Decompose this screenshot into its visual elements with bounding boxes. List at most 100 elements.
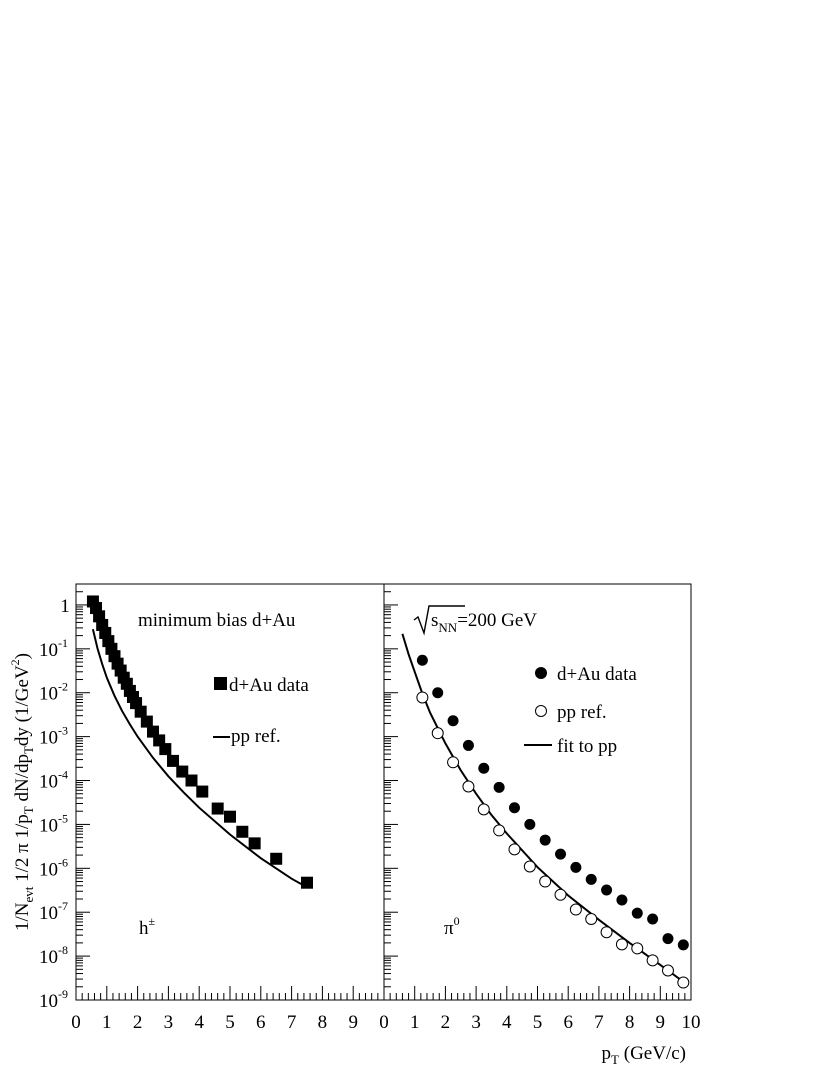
y-axis-title: 1/Nevt 1/2 π 1/pT dN/dpTdy (1/GeV2) xyxy=(8,653,36,931)
x-tick-label: 3 xyxy=(471,1012,481,1033)
data-point-open-circle xyxy=(493,824,506,837)
right-panel: 0 1 2 3 4 5 6 7 8 9 10 sNN=200 GeV d+Au data pp re… xyxy=(379,583,701,1033)
data-point-square xyxy=(117,671,130,684)
left-annotation: minimum bias d+Au xyxy=(138,610,296,631)
right-x-tick-labels: 0 1 2 3 4 5 6 7 8 9 10 xyxy=(379,1012,700,1033)
data-point-open-circle xyxy=(523,860,536,873)
data-point-filled-circle xyxy=(432,687,444,699)
x-tick-label: 8 xyxy=(625,1012,635,1033)
x-tick-label: 2 xyxy=(441,1012,451,1033)
sqrt-snn-annotation: sNN=200 GeV xyxy=(413,605,537,636)
data-point-open-circle xyxy=(631,942,644,955)
data-point-filled-circle xyxy=(493,781,505,793)
x-tick-label: 6 xyxy=(256,1012,266,1033)
y-tick-label: 10-6 xyxy=(39,855,68,880)
data-point-filled-circle xyxy=(555,848,567,860)
x-tick-label: 10 xyxy=(682,1012,701,1033)
data-point-square xyxy=(211,802,224,815)
data-point-square xyxy=(167,754,180,767)
y-tick-label: 10-4 xyxy=(39,768,68,793)
data-point-open-circle xyxy=(600,926,613,939)
left-curves xyxy=(91,628,308,889)
data-point-open-circle xyxy=(677,976,690,989)
data-point-filled-circle xyxy=(601,884,613,896)
data-point-filled-circle xyxy=(462,739,474,751)
right-ticks xyxy=(383,583,692,1001)
data-point-open-circle xyxy=(569,903,582,916)
legend-marker-square xyxy=(214,677,227,690)
left-particle-label: h± xyxy=(139,914,156,939)
data-point-square xyxy=(134,705,147,718)
left-points xyxy=(86,595,313,889)
data-point-square xyxy=(236,825,249,838)
y-tick-label: 10-1 xyxy=(39,636,68,661)
x-tick-label: 5 xyxy=(225,1012,235,1033)
data-point-filled-circle xyxy=(662,933,674,945)
data-point-filled-circle xyxy=(647,913,659,925)
data-point-square xyxy=(176,765,189,778)
sqrt-sign xyxy=(413,605,465,636)
data-point-open-circle xyxy=(431,727,444,740)
data-point-open-circle xyxy=(661,964,674,977)
x-tick-label: 4 xyxy=(502,1012,512,1033)
data-point-square xyxy=(159,743,172,756)
data-point-filled-circle xyxy=(631,907,643,919)
x-tick-label: 1 xyxy=(102,1012,112,1033)
sqrt-annotation-text: sNN=200 GeV xyxy=(431,610,537,635)
left-ticks xyxy=(75,583,385,1001)
x-tick-label: 0 xyxy=(379,1012,389,1033)
x-tick-label: 0 xyxy=(71,1012,81,1033)
x-axis-title: pT (GeV/c) xyxy=(602,1043,686,1067)
data-point-open-circle xyxy=(646,954,659,967)
data-point-square xyxy=(140,715,153,728)
left-legend-label-0: d+Au data xyxy=(229,675,309,696)
data-point-open-circle xyxy=(447,756,460,769)
data-point-open-circle xyxy=(585,913,598,926)
data-point-square xyxy=(248,837,261,850)
x-tick-label: 9 xyxy=(656,1012,666,1033)
data-point-square xyxy=(270,852,283,865)
data-point-filled-circle xyxy=(478,762,490,774)
y-tick-label: 10-9 xyxy=(39,987,68,1012)
data-point-open-circle xyxy=(416,691,429,704)
y-tick-label: 10-5 xyxy=(39,811,68,836)
right-legend-label-1: pp ref. xyxy=(557,702,607,723)
data-point-square xyxy=(301,876,313,889)
data-point-square xyxy=(224,810,236,823)
data-point-filled-circle xyxy=(539,834,551,846)
x-tick-label: 7 xyxy=(287,1012,297,1033)
x-tick-label: 8 xyxy=(318,1012,328,1033)
right-legend: d+Au data pp ref. fit to pp xyxy=(524,664,637,757)
left-legend: d+Au data pp ref. xyxy=(213,675,309,747)
data-point-filled-circle xyxy=(570,861,582,873)
left-legend-label-1: pp ref. xyxy=(231,726,281,747)
legend-marker-open-circle xyxy=(535,705,547,717)
data-point-open-circle xyxy=(508,843,521,856)
y-tick-label: 10-3 xyxy=(39,724,68,749)
data-point-filled-circle xyxy=(524,818,536,830)
data-point-square xyxy=(196,785,209,798)
right-legend-label-2: fit to pp xyxy=(557,736,617,757)
legend-marker-filled-circle xyxy=(535,667,547,679)
x-tick-label: 6 xyxy=(563,1012,573,1033)
data-point-filled-circle xyxy=(447,715,459,727)
data-point-open-circle xyxy=(554,888,567,901)
y-tick-label: 10-8 xyxy=(39,943,68,968)
right-legend-label-0: d+Au data xyxy=(557,664,637,685)
data-point-open-circle xyxy=(477,803,490,816)
x-tick-label: 9 xyxy=(348,1012,358,1033)
x-tick-label: 2 xyxy=(133,1012,143,1033)
right-points xyxy=(416,654,690,989)
x-tick-label: 5 xyxy=(533,1012,543,1033)
series-line xyxy=(91,628,308,889)
data-point-open-circle xyxy=(615,938,628,951)
x-tick-label: 7 xyxy=(594,1012,604,1033)
x-tick-label: 1 xyxy=(410,1012,420,1033)
y-tick-label: 1 xyxy=(60,596,70,617)
right-particle-label: π0 xyxy=(444,914,460,939)
y-tick-label: 10-7 xyxy=(39,899,68,924)
x-tick-label: 3 xyxy=(164,1012,174,1033)
